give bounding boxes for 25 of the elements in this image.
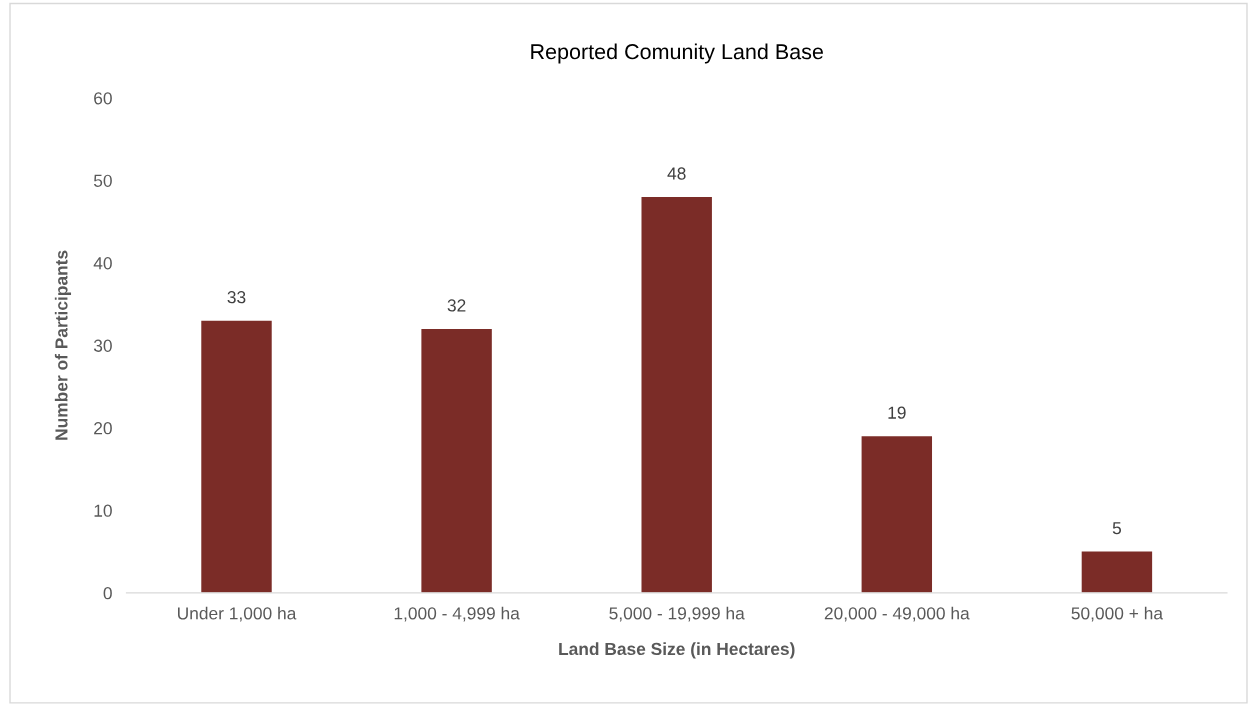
- bar: [1081, 551, 1153, 593]
- bar: [201, 320, 272, 593]
- bar: [861, 436, 933, 593]
- y-tick-label: 30: [93, 339, 112, 352]
- x-tick-label: 5,000 - 19,999 ha: [609, 606, 745, 622]
- data-label: 48: [667, 167, 686, 180]
- x-tick-label: 50,000 + ha: [1071, 606, 1164, 622]
- data-label: 32: [447, 299, 466, 312]
- y-tick-label: 0: [103, 587, 112, 600]
- data-label: 19: [888, 406, 906, 419]
- chart-title: Reported Comunity Land Base: [531, 43, 823, 64]
- data-label: 5: [1112, 522, 1122, 535]
- y-tick-label: 10: [94, 504, 112, 517]
- x-tick-label: 1,000 - 4,999 ha: [394, 606, 520, 622]
- y-tick-label: 50: [93, 174, 112, 187]
- x-tick-label: Under 1,000 ha: [178, 606, 297, 622]
- y-tick-label: 20: [94, 422, 112, 435]
- x-axis-title: Land Base Size (in Hectares): [559, 642, 795, 659]
- y-axis-title: Number of Participants: [54, 250, 72, 440]
- data-label: 33: [227, 291, 246, 304]
- bar: [421, 328, 492, 593]
- bar: [641, 196, 712, 593]
- y-tick-label: 60: [94, 92, 112, 105]
- y-tick-label: 40: [93, 257, 112, 270]
- x-tick-label: 20,000 - 49,000 ha: [824, 606, 970, 622]
